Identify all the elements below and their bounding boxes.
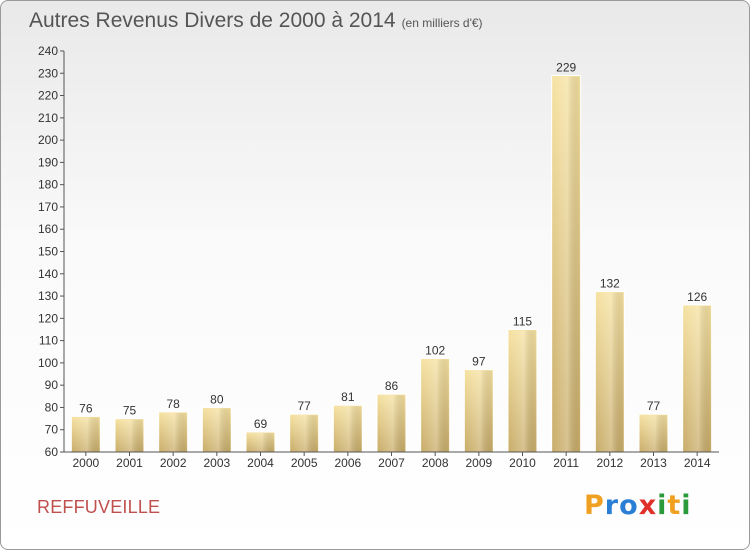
logo-letter: i (681, 490, 692, 521)
y-tick-label: 160 (38, 222, 58, 236)
data-label: 132 (600, 277, 620, 291)
data-label: 69 (254, 417, 268, 431)
x-tick-label: 2004 (247, 456, 274, 470)
x-tick-label: 2000 (72, 456, 99, 470)
town-name: REFFUVEILLE (37, 497, 161, 517)
x-tick-label: 2009 (465, 456, 492, 470)
bar-sheen (509, 330, 536, 452)
bar-sheen (290, 415, 318, 452)
logo-letter: o (619, 490, 639, 521)
y-tick-label: 190 (38, 155, 58, 169)
data-label: 126 (687, 290, 707, 304)
title-text: Autres Revenus Divers de 2000 à 2014 (29, 9, 396, 32)
logo-letter: t (667, 490, 682, 521)
x-tick-label: 2012 (596, 456, 623, 470)
data-label: 102 (425, 343, 445, 357)
y-tick-label: 100 (38, 356, 58, 370)
bar-sheen (247, 432, 274, 452)
bar-sheen (378, 395, 405, 452)
x-tick-label: 2003 (203, 456, 230, 470)
data-label: 76 (79, 401, 93, 415)
bar-sheen (465, 370, 493, 452)
logo-letter: P (584, 490, 605, 521)
y-tick-label: 90 (45, 378, 59, 392)
x-tick-label: 2008 (422, 456, 449, 470)
chart-title: Autres Revenus Divers de 2000 à 2014 (en … (29, 9, 483, 33)
y-tick-label: 170 (38, 200, 58, 214)
bar-sheen (596, 292, 624, 452)
bars: 76 75 78 80 69 77 81 86 102 97 115 229 132 77 126 (70, 61, 713, 453)
bar-sheen (116, 419, 143, 452)
x-tick-label: 2011 (553, 456, 579, 470)
data-label: 115 (513, 314, 532, 328)
bar-sheen (159, 412, 187, 452)
data-label: 97 (472, 355, 486, 369)
x-tick-label: 2013 (640, 456, 667, 470)
bar-sheen (203, 408, 231, 452)
y-tick-label: 70 (45, 423, 59, 437)
bar-sheen (334, 406, 362, 452)
y-tick-label: 130 (38, 289, 58, 303)
data-label: 80 (210, 392, 224, 406)
logo-letter: i (657, 490, 668, 521)
data-label: 77 (647, 399, 661, 413)
data-label: 86 (385, 379, 399, 393)
x-axis: 2000 2001 2002 2003 2004 2005 2006 2007 2008 2009… (64, 451, 719, 470)
data-label: 229 (556, 61, 576, 75)
y-tick-label: 180 (38, 178, 58, 192)
y-tick-label: 110 (39, 334, 58, 348)
data-label: 77 (297, 399, 311, 413)
y-tick-label: 240 (38, 44, 58, 58)
y-tick-label: 120 (38, 311, 58, 325)
y-tick-label: 210 (38, 111, 58, 125)
x-tick-label: 2006 (334, 456, 361, 470)
y-tick-label: 80 (45, 400, 59, 414)
x-tick-label: 2014 (684, 456, 711, 470)
bar-sheen (72, 417, 100, 452)
logo-letter: x (638, 490, 658, 521)
y-tick-label: 60 (45, 445, 59, 459)
bar-sheen (640, 415, 667, 452)
y-tick-label: 230 (38, 66, 58, 80)
x-tick-label: 2007 (378, 456, 405, 470)
bar-sheen (683, 305, 711, 452)
x-tick-label: 2005 (291, 456, 318, 470)
data-label: 81 (341, 390, 355, 404)
y-tick-label: 150 (38, 245, 58, 259)
bar-sheen (421, 359, 449, 452)
y-axis: 60 70 80 90 100 110 120 130 140 150 160 170 180 190 20… (38, 44, 65, 459)
bar-sheen (552, 76, 580, 452)
y-tick-label: 200 (38, 133, 58, 147)
y-tick-label: 140 (38, 267, 58, 281)
data-label: 78 (166, 397, 180, 411)
title-unit: (en milliers d'€) (401, 16, 483, 30)
y-tick-label: 220 (38, 89, 58, 103)
x-tick-label: 2010 (509, 456, 536, 470)
x-tick-label: 2002 (160, 456, 187, 470)
logo-letter: r (604, 490, 620, 521)
proxiti-logo[interactable]: Proxiti (584, 490, 692, 521)
x-tick-label: 2001 (116, 456, 143, 470)
data-label: 75 (123, 404, 137, 418)
